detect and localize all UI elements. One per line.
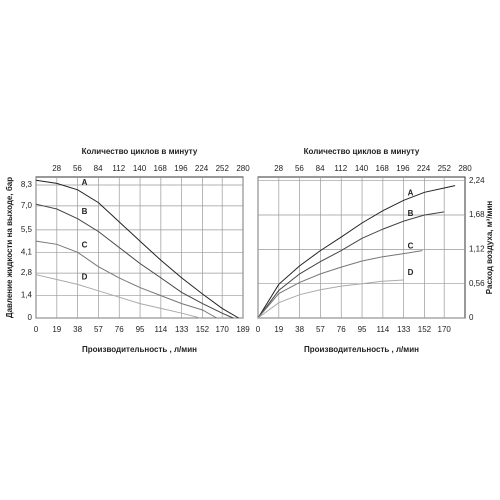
- curve-label: A: [82, 178, 88, 187]
- x2-tick-label: 252: [438, 164, 452, 173]
- x-tick-label: 114: [376, 325, 389, 334]
- curve: [257, 211, 445, 319]
- x2-tick-label: 224: [195, 164, 209, 173]
- y-tick-label: 2,8: [21, 268, 33, 277]
- x2-tick-label: 56: [73, 164, 82, 173]
- x-tick-label: 152: [196, 325, 210, 334]
- x2-tick-label: 168: [154, 164, 168, 173]
- y-tick-label: 2,24: [469, 176, 485, 185]
- curve: [257, 250, 423, 319]
- curve: [257, 185, 456, 319]
- curve: [35, 240, 217, 319]
- x-tick-label: 57: [316, 325, 325, 334]
- x2-tick-label: 280: [236, 164, 250, 173]
- x-tick-label: 133: [397, 325, 411, 334]
- x-tick-label: 19: [52, 325, 61, 334]
- x2-tick-label: 196: [174, 164, 188, 173]
- x-axis-title: Производительность , л/мин: [304, 345, 419, 354]
- curve-label: C: [82, 240, 88, 249]
- curve-label: A: [408, 188, 414, 197]
- curve: [257, 279, 404, 319]
- y-tick-label: 0: [28, 313, 33, 322]
- x2-tick-label: 84: [316, 164, 325, 173]
- x2-tick-label: 140: [133, 164, 147, 173]
- x-axis-title: Производительность , л/мин: [82, 345, 197, 354]
- x2-tick-label: 224: [417, 164, 431, 173]
- x-tick-label: 189: [236, 325, 250, 334]
- plot-frame: [35, 176, 244, 319]
- y-tick-label: 7,0: [21, 201, 33, 210]
- x2-tick-label: 28: [274, 164, 283, 173]
- top-axis-title: Количество циклов в минуту: [304, 147, 420, 156]
- y-tick-label: 1,68: [469, 210, 485, 219]
- x-tick-label: 38: [73, 325, 82, 334]
- y-tick-label: 4,1: [21, 247, 33, 256]
- curve-label: B: [82, 207, 88, 216]
- x-tick-label: 76: [115, 325, 124, 334]
- x2-tick-label: 168: [376, 164, 390, 173]
- curve: [35, 274, 201, 319]
- y-axis-title: Давление жидкости на выходе, бар: [5, 177, 14, 318]
- x-tick-label: 170: [216, 325, 230, 334]
- x-tick-label: 95: [358, 325, 367, 334]
- plot-frame: [257, 176, 466, 319]
- x-tick-label: 114: [154, 325, 167, 334]
- x-tick-label: 57: [94, 325, 103, 334]
- x2-tick-label: 112: [334, 164, 347, 173]
- curve: [35, 203, 234, 319]
- y-axis-title: Расход воздуха, м³/мин: [485, 201, 494, 295]
- y-tick-label: 5,5: [21, 225, 33, 234]
- x-tick-label: 19: [274, 325, 283, 334]
- x2-tick-label: 56: [295, 164, 304, 173]
- x2-tick-label: 112: [112, 164, 125, 173]
- x2-tick-label: 28: [52, 164, 61, 173]
- x-tick-label: 0: [256, 325, 261, 334]
- x-tick-label: 133: [175, 325, 189, 334]
- curve: [35, 179, 239, 319]
- y-tick-label: 8,3: [21, 180, 33, 189]
- x2-tick-label: 84: [94, 164, 103, 173]
- x-tick-label: 95: [136, 325, 145, 334]
- y-tick-label: 1,4: [21, 291, 33, 300]
- x-tick-label: 152: [418, 325, 432, 334]
- x-tick-label: 38: [295, 325, 304, 334]
- x-tick-label: 76: [337, 325, 346, 334]
- y-tick-label: 1,12: [469, 244, 485, 253]
- y-tick-label: 0: [469, 313, 474, 322]
- x2-tick-label: 252: [216, 164, 230, 173]
- curve-label: C: [408, 242, 414, 251]
- y-tick-label: 0,56: [469, 279, 485, 288]
- x2-tick-label: 280: [458, 164, 472, 173]
- x2-tick-label: 140: [355, 164, 369, 173]
- top-axis-title: Количество циклов в минуту: [82, 147, 198, 156]
- x2-tick-label: 196: [396, 164, 410, 173]
- curve-label: D: [408, 268, 414, 277]
- x-tick-label: 170: [438, 325, 452, 334]
- curve-label: B: [408, 209, 414, 218]
- x-tick-label: 0: [34, 325, 39, 334]
- curve-label: D: [82, 272, 88, 281]
